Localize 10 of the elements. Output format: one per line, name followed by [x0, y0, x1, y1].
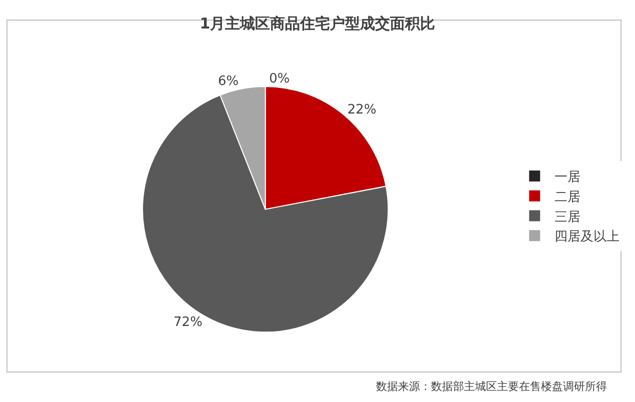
- data-label: 22%: [347, 102, 376, 118]
- legend-label: 二居: [554, 190, 581, 205]
- legend-label: 四居及以上: [554, 230, 620, 245]
- source-note: 数据来源：数据部主城区主要在售楼盘调研所得: [376, 380, 607, 393]
- text: 0%: [269, 71, 290, 86]
- legend-label: 一居: [554, 170, 581, 186]
- data-label: 6%: [218, 74, 239, 89]
- chart-title: 1月主城区商品住宅户型成交面积比: [200, 14, 436, 33]
- data-label: 72%: [174, 315, 202, 330]
- legend-label: 三居: [554, 210, 581, 225]
